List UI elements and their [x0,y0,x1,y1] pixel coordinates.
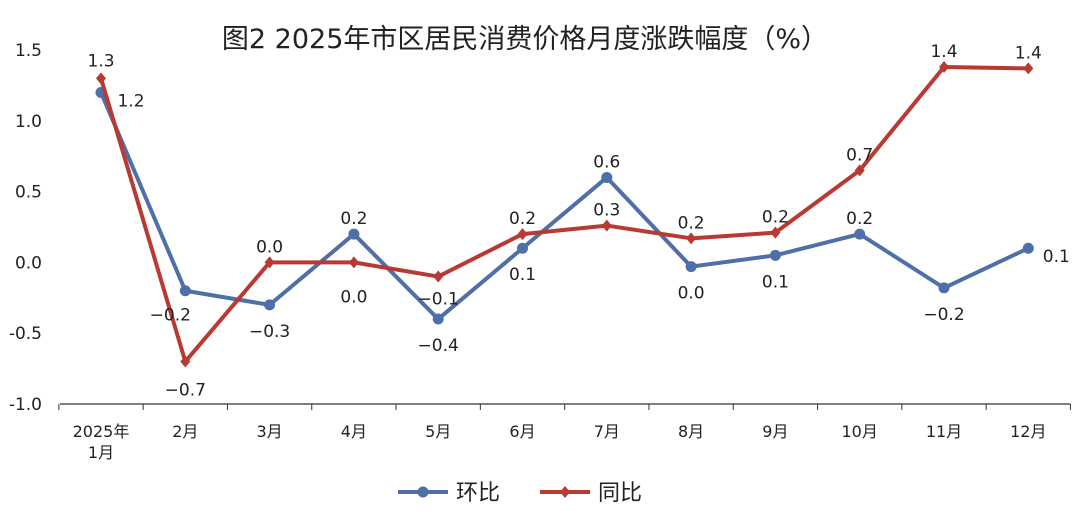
legend-marker [560,486,570,498]
data-label: 0.2 [846,209,873,229]
data-point [180,355,191,368]
data-label: 0.2 [678,213,705,233]
data-label: −0.1 [418,290,459,310]
data-point [770,226,781,239]
y-tick-label: 0.0 [15,253,42,273]
legend-label: 环比 [456,481,500,506]
x-tick-label: 11月 [926,422,962,441]
legend-marker [417,486,429,498]
x-tick-label: 3月 [257,422,283,441]
data-label: 0.7 [846,145,873,165]
data-point [264,256,275,269]
x-tick-label: 2月 [172,422,198,441]
x-tick-label: 4月 [341,422,367,441]
data-label: 0.1 [509,265,536,285]
series-line-mom [99,91,1030,322]
data-point [433,270,444,283]
data-label: −0.2 [150,306,191,326]
data-label: 0.6 [593,152,620,172]
y-tick-label: 1.0 [15,112,42,132]
series-line-yoy [99,64,1029,364]
data-label: 0.2 [762,208,789,228]
x-tick-label: 10月 [842,422,878,441]
data-label: 0.3 [593,201,620,221]
data-label: 0.1 [1043,247,1070,267]
data-point [96,72,106,85]
data-point [601,171,613,183]
data-point [854,164,865,177]
data-point [517,228,528,241]
x-tick-label: 12月 [1010,422,1046,441]
x-tick-label: 7月 [594,422,620,441]
data-point [517,242,528,254]
data-point [1022,242,1034,254]
data-label: 0.1 [762,272,789,292]
x-tick-label: 9月 [762,422,788,441]
data-point [854,228,866,240]
data-point [264,299,276,311]
data-point [686,232,697,245]
data-label: 0.2 [340,209,367,229]
data-label: −0.3 [249,322,290,342]
data-point [179,285,191,297]
data-point [939,60,949,73]
x-tick-label: 5月 [425,422,451,441]
data-point [938,282,950,294]
data-point [432,313,444,325]
y-tick-label: 1.5 [15,41,42,61]
x-tick-label: 2025年 [73,422,130,441]
legend-label: 同比 [598,481,642,506]
data-point [348,256,359,269]
data-label: 1.2 [117,91,144,111]
data-point [769,249,781,261]
data-label: 0.0 [340,287,367,307]
data-label: 1.4 [1015,43,1042,63]
data-point [348,228,360,240]
data-label: 0.0 [256,237,283,257]
data-point [1023,62,1034,75]
data-point [685,261,697,273]
chart-title: 图2 2025年市区居民消费价格月度涨跌幅度（%） [222,24,828,55]
data-point [601,219,612,232]
y-tick-label: -1.0 [9,395,42,415]
data-label: 1.4 [930,42,957,62]
y-tick-label: -0.5 [9,324,42,344]
x-tick-label: 8月 [678,422,704,441]
data-label: 1.3 [87,51,114,71]
data-label: 0.2 [509,209,536,229]
x-tick-label: 6月 [509,422,535,441]
x-tick-label: 1月 [88,443,114,462]
data-label: −0.7 [165,381,206,401]
data-label: −0.2 [923,305,964,325]
data-label: −0.4 [418,336,459,356]
data-label: 0.0 [678,284,705,304]
y-tick-label: 0.5 [15,183,42,203]
